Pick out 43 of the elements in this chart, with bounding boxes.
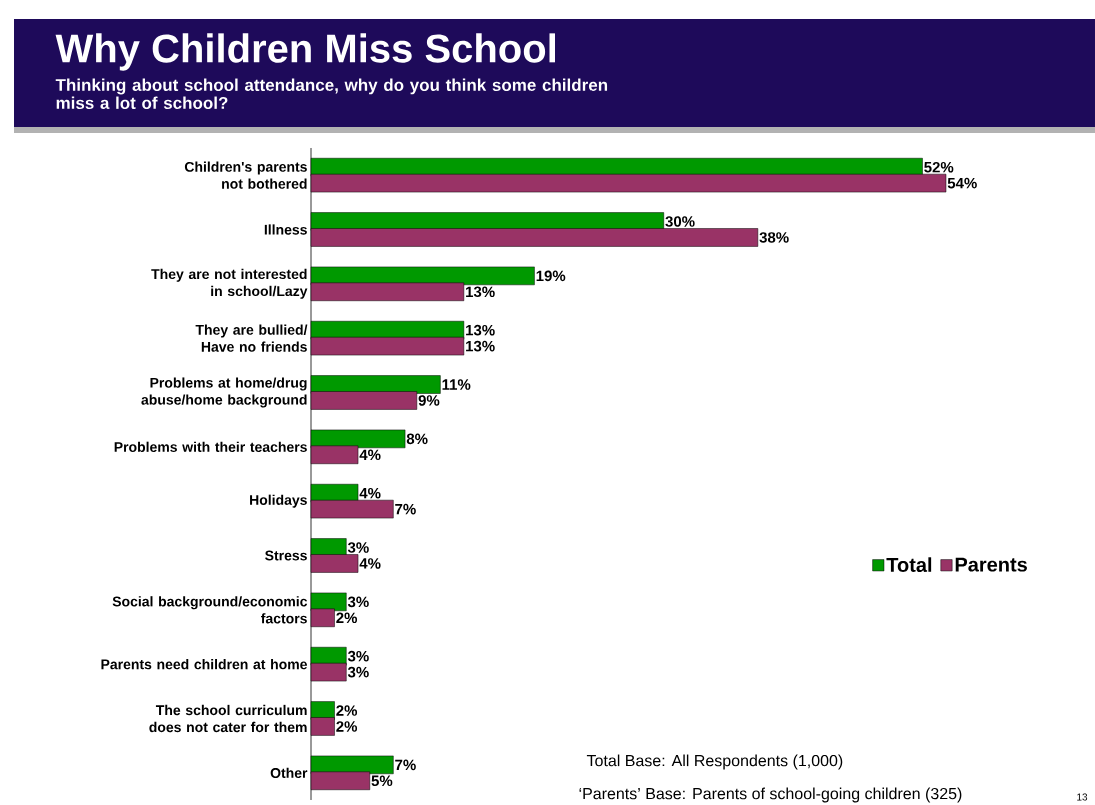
y-tick-label: Illness [264, 224, 307, 235]
y-tick-label: Other [270, 767, 308, 778]
data-label: 9% [418, 395, 440, 406]
legend-label: Total [886, 557, 932, 572]
data-label: 3% [347, 596, 369, 608]
data-label: 13% [466, 340, 495, 352]
legend-label: Parents [955, 557, 1027, 572]
data-label: 2% [336, 705, 358, 716]
data-label: 38% [759, 232, 789, 243]
y-tick-label: They are not interested in school/Lazy [151, 268, 308, 299]
y-tick-label: Holidays [250, 494, 307, 508]
y-tick-label: Parents need children at home [101, 659, 307, 670]
y-tick-label: Problems with their teachers [114, 441, 307, 452]
y-tick-label: The school curriculum does not cater for them [149, 704, 307, 733]
data-label: 52% [924, 161, 954, 173]
data-label: 13% [466, 324, 495, 336]
data-label: 8% [406, 433, 428, 445]
y-tick-label: Problems at home/drug abuse/home background [141, 377, 307, 408]
data-label: 7% [395, 759, 416, 771]
data-label: 30% [665, 216, 695, 227]
annotation: ‘Parents’ Base: Parents of school-going children (325) [579, 787, 962, 803]
y-tick-label: They are bullied/ Have no friends [195, 324, 308, 352]
chart-subtitle: Thinking about school attendance, why do you think some children miss a lot of school? [55, 78, 608, 110]
data-label: 4% [359, 449, 381, 461]
data-label: 3% [347, 542, 369, 553]
data-label: 3% [347, 666, 369, 678]
chart-title: Why Children Miss School [55, 33, 555, 71]
annotation: Total Base: All Respondents (1,000) [586, 754, 843, 770]
data-label: 11% [442, 379, 471, 390]
data-label: 54% [947, 177, 977, 189]
data-label: 7% [395, 503, 416, 515]
data-label: 3% [347, 650, 369, 662]
data-label: 13% [466, 286, 495, 298]
y-tick-label: Children's parents not bothered [184, 161, 307, 189]
data-label: 2% [336, 721, 358, 732]
data-label: 4% [359, 558, 381, 569]
data-label: 2% [336, 612, 358, 624]
data-label: 19% [536, 270, 566, 282]
data-label: 5% [371, 775, 393, 787]
text: 13 [1077, 793, 1088, 801]
y-tick-label: Social background/economic factors [112, 596, 308, 624]
data-label: 4% [359, 487, 381, 499]
y-tick-label: Stress [265, 550, 307, 561]
